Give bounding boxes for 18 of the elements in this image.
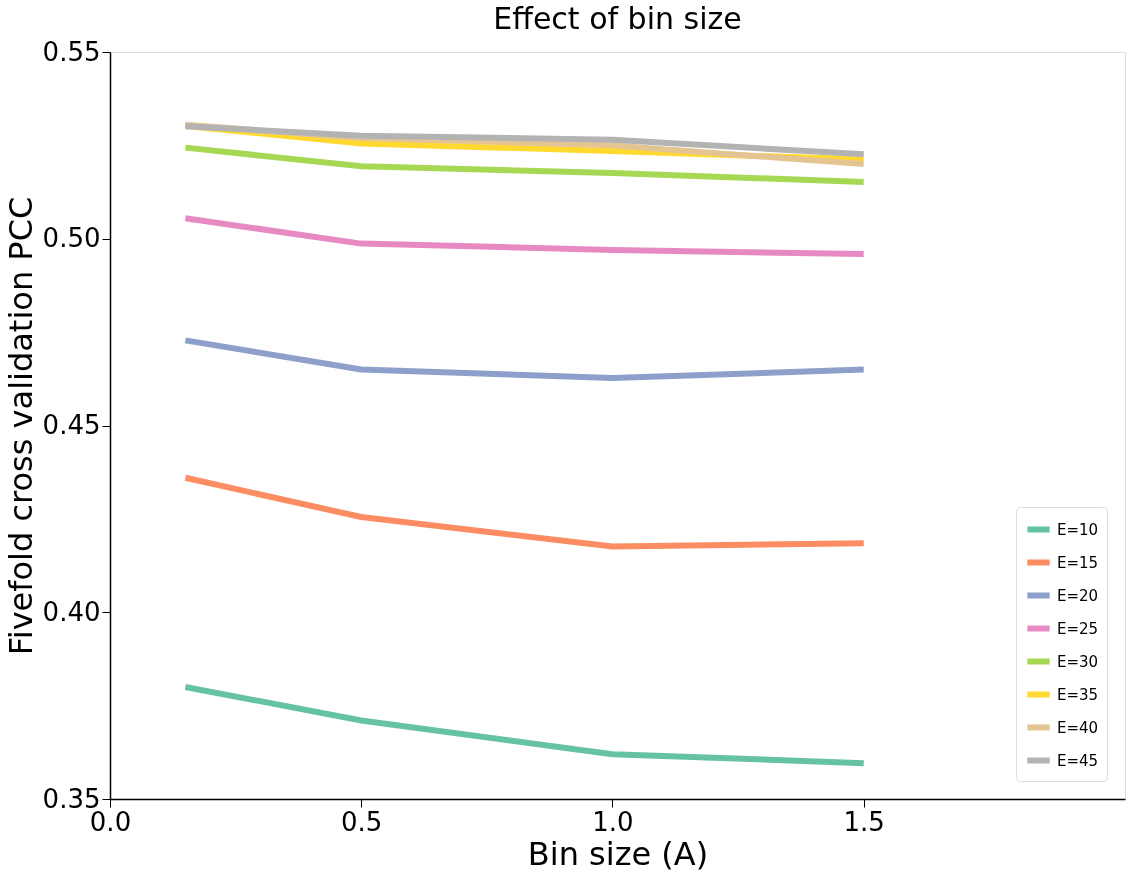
legend-label: E=45 [1057,751,1099,770]
legend-label: E=30 [1057,652,1099,671]
y-tick-label: 0.45 [42,410,101,440]
legend-label: E=15 [1057,553,1099,572]
legend-label: E=25 [1057,619,1099,638]
x-axis-title: Bin size (A) [527,834,709,873]
x-tick-label: 1.0 [592,806,634,837]
y-tick-label: 0.55 [42,36,101,67]
y-tick-label: 0.40 [42,596,101,627]
chart-title: Effect of bin size [493,1,742,36]
x-tick-label: 1.5 [843,806,885,837]
legend-label: E=35 [1057,685,1099,704]
legend-label: E=40 [1057,718,1099,737]
y-tick-label: 0.50 [42,223,101,254]
legend-label: E=20 [1057,586,1099,605]
y-axis-title: Fivefold cross validation PCC [1,196,40,656]
legend-label: E=10 [1057,520,1099,539]
x-tick-label: 0.5 [341,806,383,837]
